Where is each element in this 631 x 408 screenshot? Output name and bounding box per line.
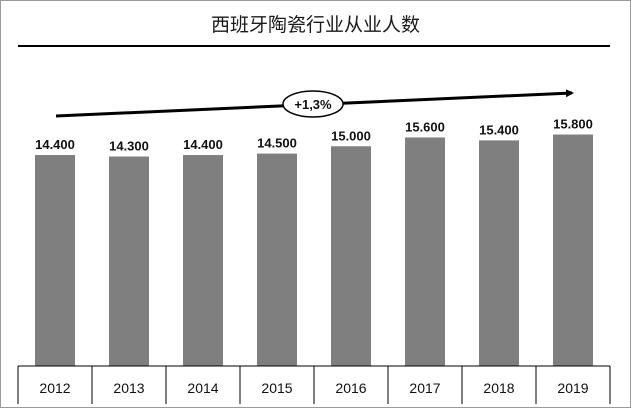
title-rule: [18, 45, 610, 47]
trend-annotation: +1,3%: [55, 89, 574, 118]
value-label-2017: 15.600: [405, 119, 445, 134]
x-tick-label-2017: 2017: [409, 380, 440, 396]
value-label-2012: 14.400: [35, 137, 75, 152]
chart-title: 西班牙陶瓷行业从业人数: [210, 14, 420, 36]
x-tick-label-2018: 2018: [483, 380, 514, 396]
bar-2019: [553, 134, 593, 366]
x-tick-label-2019: 2019: [557, 380, 588, 396]
x-tick-label-2015: 2015: [261, 380, 292, 396]
bar-2012: [35, 155, 75, 366]
bar-2018: [479, 140, 519, 366]
value-label-2014: 14.400: [183, 137, 223, 152]
value-label-2013: 14.300: [109, 139, 149, 154]
x-tick-label-2016: 2016: [335, 380, 366, 396]
bars-layer: [35, 134, 593, 366]
value-label-2019: 15.800: [553, 117, 593, 132]
trend-badge: [282, 90, 344, 118]
value-labels-layer: 14.400 14.300 14.400 14.500 15.000 15.600 15.4…: [35, 117, 593, 154]
x-tick-label-2014: 2014: [187, 380, 218, 396]
trend-badge-label: +1,3%: [294, 97, 332, 112]
bar-2016: [331, 146, 371, 366]
bar-2015: [257, 153, 297, 366]
bar-2013: [109, 156, 149, 366]
value-label-2018: 15.400: [479, 122, 519, 137]
value-label-2016: 15.000: [331, 128, 371, 143]
bar-2014: [183, 155, 223, 366]
x-tick-label-2012: 2012: [39, 380, 70, 396]
x-axis: 2012 2013 2014 2015 2016 2017 2018 2019: [17, 365, 611, 404]
x-tick-label-2013: 2013: [113, 380, 144, 396]
value-label-2015: 14.500: [257, 136, 297, 151]
bar-2017: [405, 137, 445, 366]
